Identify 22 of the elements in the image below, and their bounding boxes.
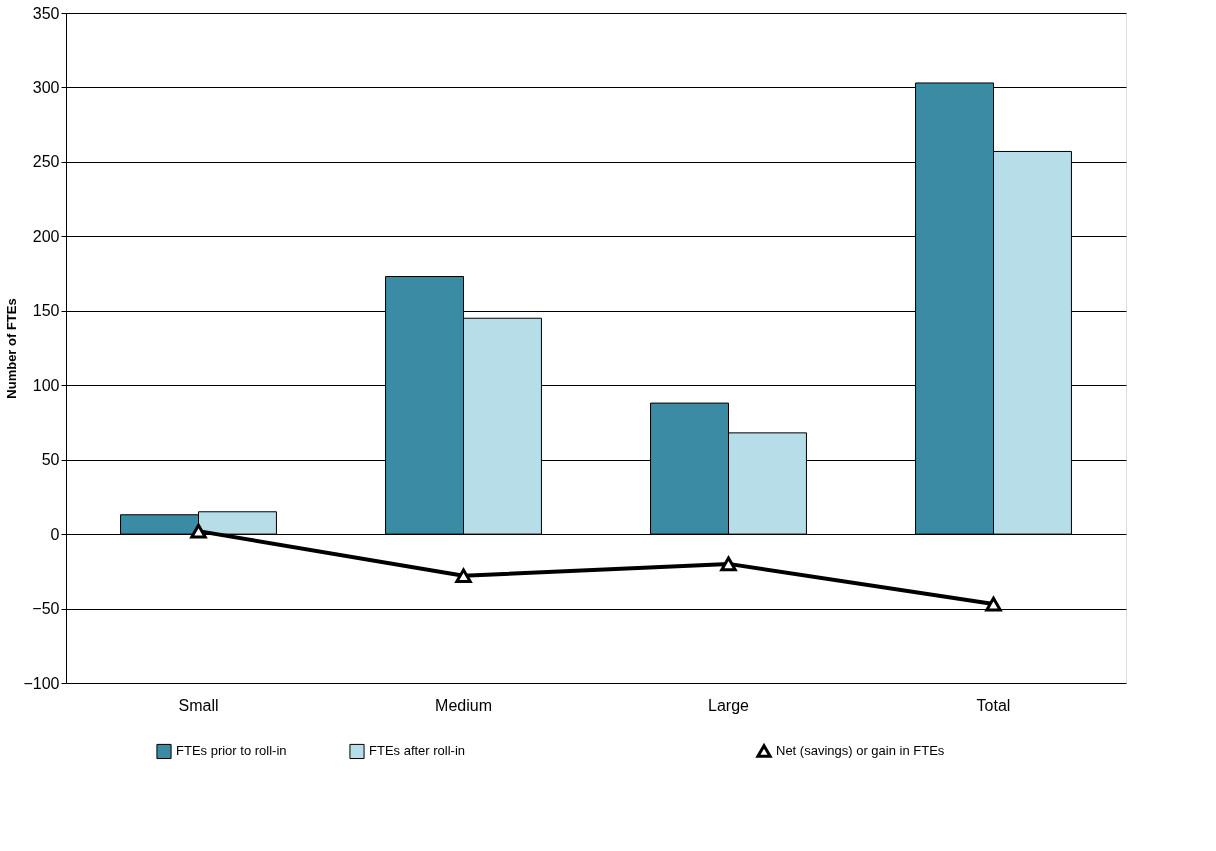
legend-label: FTEs prior to roll-in	[176, 743, 287, 759]
y-tick-label: 300	[32, 78, 60, 96]
y-tick-label: 150	[32, 302, 60, 320]
y-tick-label: 0	[50, 525, 60, 543]
x-tick-label: Total	[976, 696, 1011, 714]
y-tick-label: 100	[32, 376, 60, 394]
y-axis-title: Number of FTEs	[4, 298, 20, 399]
x-tick-label: Small	[178, 696, 219, 714]
y-tick-label: 200	[32, 227, 60, 245]
x-tick-label: Medium	[435, 696, 492, 714]
point	[190, 523, 207, 539]
x-tick-label: Large	[708, 696, 750, 714]
y-tick-label: 350	[32, 4, 60, 22]
point	[455, 568, 472, 584]
y-tick-label: 50	[41, 451, 60, 469]
y-tick-label: −100	[23, 674, 60, 692]
y-tick-label: 250	[32, 153, 60, 171]
legend-label: Net (savings) or gain in FTEs	[776, 743, 945, 758]
y-tick-label: −50	[32, 600, 60, 618]
point	[720, 556, 737, 572]
point	[985, 596, 1002, 612]
legend-label: FTEs after roll-in	[369, 743, 466, 759]
